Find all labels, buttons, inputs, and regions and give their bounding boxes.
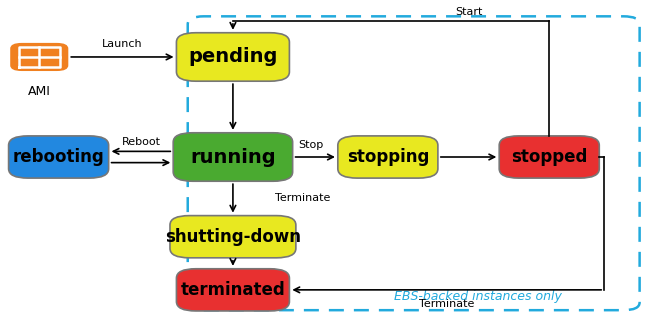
- Text: shutting-down: shutting-down: [165, 228, 301, 246]
- FancyBboxPatch shape: [338, 136, 438, 178]
- Text: stopped: stopped: [511, 148, 588, 166]
- Text: Terminate: Terminate: [419, 299, 474, 309]
- Text: Reboot: Reboot: [122, 137, 161, 147]
- Text: Stop: Stop: [298, 140, 323, 150]
- FancyBboxPatch shape: [499, 136, 599, 178]
- Text: pending: pending: [188, 47, 278, 67]
- FancyBboxPatch shape: [8, 136, 109, 178]
- Text: running: running: [190, 148, 276, 166]
- Text: stopping: stopping: [346, 148, 429, 166]
- Text: Terminate: Terminate: [275, 193, 330, 203]
- FancyBboxPatch shape: [176, 33, 289, 81]
- FancyBboxPatch shape: [170, 216, 296, 258]
- FancyBboxPatch shape: [173, 133, 292, 181]
- Text: AMI: AMI: [28, 85, 51, 98]
- FancyBboxPatch shape: [176, 269, 289, 311]
- FancyBboxPatch shape: [10, 43, 68, 71]
- Text: rebooting: rebooting: [13, 148, 105, 166]
- Text: terminated: terminated: [181, 281, 285, 299]
- Text: EBS-backed instances only: EBS-backed instances only: [395, 290, 562, 303]
- Text: Start: Start: [455, 7, 482, 17]
- Text: Launch: Launch: [102, 40, 143, 50]
